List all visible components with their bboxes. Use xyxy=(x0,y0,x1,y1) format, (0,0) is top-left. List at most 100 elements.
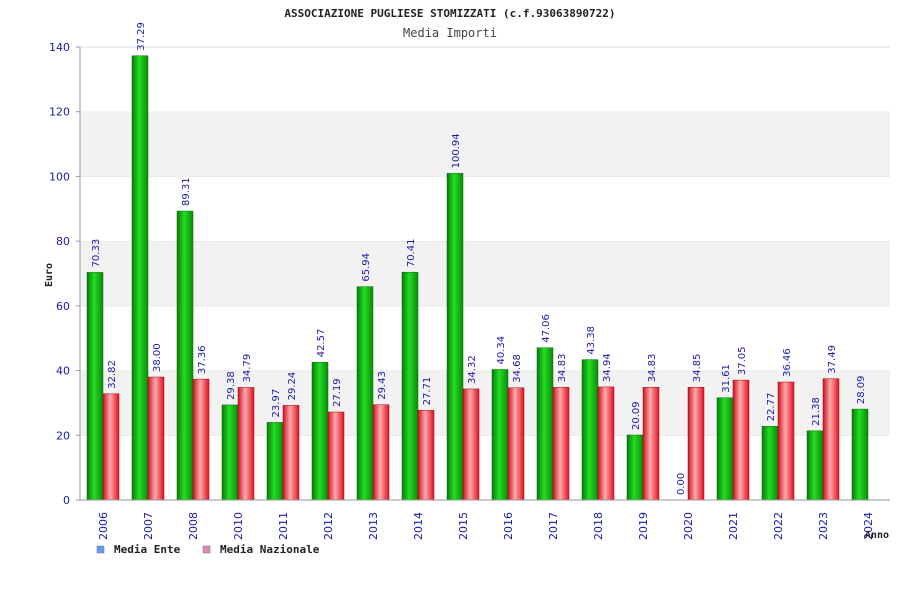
data-label: 42.57 xyxy=(316,329,327,358)
x-tick-label: 2015 xyxy=(457,512,470,540)
bar-nazionale xyxy=(642,387,660,501)
grid-band xyxy=(80,111,890,177)
chart-title: ASSOCIAZIONE PUGLIESE STOMIZZATI (c.f.93… xyxy=(284,7,615,20)
bar-nazionale xyxy=(777,381,795,501)
x-tick-label: 2010 xyxy=(232,512,245,540)
data-label: 29.43 xyxy=(377,371,388,400)
grid-band xyxy=(80,47,890,112)
x-tick-label: 2024 xyxy=(862,512,875,540)
x-tick-label: 2018 xyxy=(592,512,605,540)
bar-nazionale xyxy=(102,393,120,501)
grid-band xyxy=(80,370,890,436)
data-label: 43.38 xyxy=(586,326,597,355)
x-tick-label: 2023 xyxy=(817,512,830,540)
bar-ente xyxy=(581,359,599,501)
data-label: 32.82 xyxy=(107,360,118,389)
data-label: 31.61 xyxy=(721,364,732,393)
chart-subtitle: Media Importi xyxy=(403,26,497,40)
data-label: 47.06 xyxy=(541,314,552,343)
bar-ente xyxy=(356,286,374,501)
data-label: 38.00 xyxy=(152,343,163,372)
bar-nazionale xyxy=(282,405,300,501)
bar-ente xyxy=(131,55,149,501)
data-label: 40.34 xyxy=(496,336,507,365)
grid-band xyxy=(80,305,890,371)
bar-nazionale xyxy=(327,411,345,501)
data-label: 23.97 xyxy=(271,389,282,418)
y-tick-label: 100 xyxy=(49,170,70,183)
y-tick-label: 20 xyxy=(56,429,70,442)
bar-ente xyxy=(266,422,284,501)
data-labels: 70.33 32.82 37.29 38.00 89.31 37.36 29.38 34.79… xyxy=(91,22,867,495)
data-label: 34.68 xyxy=(512,354,523,383)
bar-nazionale xyxy=(822,378,840,501)
bar-ente xyxy=(176,210,194,501)
x-tick-label: 2007 xyxy=(142,512,155,540)
bar-ente xyxy=(86,272,104,501)
data-label: 34.94 xyxy=(602,353,613,382)
y-tick-label: 60 xyxy=(56,300,70,313)
data-label: 36.46 xyxy=(782,348,793,377)
y-tick-label: 80 xyxy=(56,235,70,248)
bar-ente xyxy=(446,173,464,501)
data-label: 28.09 xyxy=(856,375,867,404)
legend-label-nazionale: Media Nazionale xyxy=(220,543,320,556)
data-label: 65.94 xyxy=(361,253,372,282)
data-label: 70.41 xyxy=(406,239,417,268)
bar-nazionale xyxy=(732,379,750,501)
data-label: 0.00 xyxy=(676,473,687,495)
bar-ente xyxy=(536,347,554,501)
data-label: 70.33 xyxy=(91,239,102,268)
y-axis-ticks: 0 20 40 60 80 100 120 140 xyxy=(49,41,80,507)
x-tick-label: 2014 xyxy=(412,512,425,540)
bar-ente xyxy=(851,408,869,501)
bar-nazionale xyxy=(192,378,210,501)
data-label: 100.94 xyxy=(451,133,462,168)
bar-ente xyxy=(311,362,329,501)
bar-nazionale xyxy=(237,387,255,501)
x-tick-label: 2008 xyxy=(187,512,200,540)
data-label: 22.77 xyxy=(766,393,777,422)
data-label: 89.31 xyxy=(181,177,192,206)
x-tick-label: 2013 xyxy=(367,512,380,540)
data-label: 21.38 xyxy=(811,397,822,426)
data-label: 20.09 xyxy=(631,401,642,430)
data-label: 34.83 xyxy=(557,354,568,383)
x-axis-ticks: 2006 2007 2008 2010 2011 2012 2013 2014 2015 2016… xyxy=(97,512,875,540)
x-tick-label: 2017 xyxy=(547,512,560,540)
legend-swatch-ente xyxy=(96,545,105,554)
legend-swatch-nazionale xyxy=(202,545,211,554)
x-tick-label: 2006 xyxy=(97,512,110,540)
y-tick-label: 120 xyxy=(49,106,70,119)
data-label: 34.83 xyxy=(647,354,658,383)
data-label: 27.71 xyxy=(422,377,433,406)
x-tick-label: 2020 xyxy=(682,512,695,540)
x-tick-label: 2016 xyxy=(502,512,515,540)
legend: Media Ente Media Nazionale xyxy=(96,543,320,556)
x-tick-label: 2022 xyxy=(772,512,785,540)
data-label: 37.05 xyxy=(737,346,748,375)
y-tick-label: 140 xyxy=(49,41,70,54)
legend-label-ente: Media Ente xyxy=(114,543,181,556)
x-axis-label: Anno xyxy=(865,530,889,541)
bar-nazionale xyxy=(147,376,165,501)
bar-nazionale xyxy=(687,386,705,501)
data-label: 37.49 xyxy=(827,345,838,374)
data-label: 37.29 xyxy=(136,22,147,51)
data-label: 37.36 xyxy=(197,345,208,374)
bar-ente xyxy=(626,434,644,501)
bar-ente xyxy=(716,397,734,501)
grid-band xyxy=(80,241,890,306)
bar-nazionale xyxy=(372,404,390,501)
y-tick-label: 0 xyxy=(63,494,70,507)
x-tick-label: 2011 xyxy=(277,512,290,540)
x-tick-label: 2019 xyxy=(637,512,650,540)
bar-ente xyxy=(761,426,779,501)
bar-ente xyxy=(806,430,824,501)
bar-ente xyxy=(401,271,419,501)
bar-nazionale xyxy=(552,387,570,501)
bar-ente xyxy=(221,404,239,501)
bar-nazionale xyxy=(507,387,525,501)
data-label: 29.24 xyxy=(287,372,298,401)
y-axis-label: Euro xyxy=(44,263,55,287)
